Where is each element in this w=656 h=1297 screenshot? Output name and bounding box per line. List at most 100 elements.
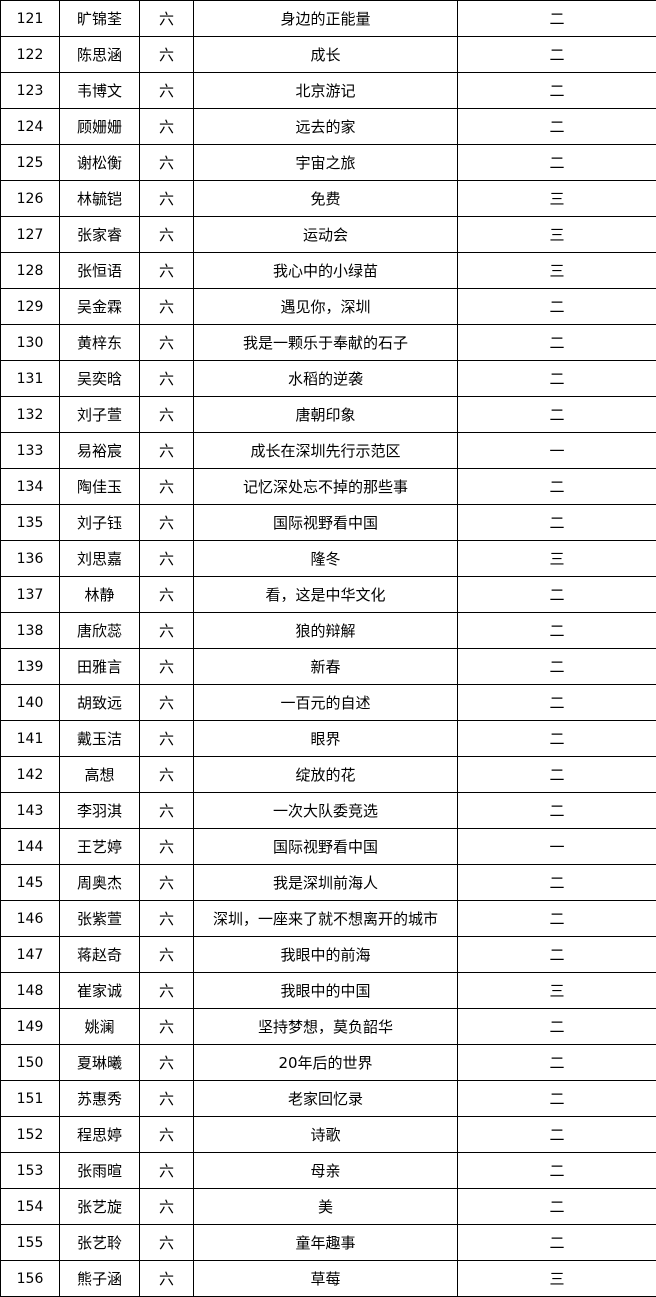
essay-title-cell: 国际视野看中国 [193,504,458,541]
row-number-cell: 140 [0,684,60,721]
essay-title-cell: 母亲 [193,1152,458,1189]
student-name-cell: 陈思涵 [59,36,140,73]
essay-title-cell: 我眼中的前海 [193,936,458,973]
table-row: 135 刘子钰六国际视野看中国二 [0,504,656,541]
grade-cell: 六 [139,828,194,865]
table-row: 144 王艺婷六国际视野看中国一 [0,828,656,865]
row-number-cell: 149 [0,1008,60,1045]
row-number-cell: 156 [0,1260,60,1297]
student-name-cell: 林毓铠 [59,180,140,217]
student-name-cell: 刘子钰 [59,504,140,541]
row-number-cell: 139 [0,648,60,685]
student-name-cell: 高想 [59,756,140,793]
award-level-cell: 二 [457,864,656,901]
essay-title-cell: 水稻的逆袭 [193,360,458,397]
essay-title-cell: 宇宙之旅 [193,144,458,181]
student-name-cell: 张艺旋 [59,1188,140,1225]
grade-cell: 六 [139,1188,194,1225]
award-level-cell: 二 [457,1224,656,1261]
row-number-cell: 123 [0,72,60,109]
award-level-cell: 二 [457,324,656,361]
grade-cell: 六 [139,360,194,397]
award-level-cell: 二 [457,612,656,649]
essay-title-cell: 唐朝印象 [193,396,458,433]
grade-cell: 六 [139,108,194,145]
award-level-cell: 二 [457,1080,656,1117]
award-level-cell: 三 [457,1260,656,1297]
grade-cell: 六 [139,36,194,73]
student-name-cell: 熊子涵 [59,1260,140,1297]
award-level-cell: 二 [457,1188,656,1225]
grade-cell: 六 [139,1116,194,1153]
student-name-cell: 崔家诚 [59,972,140,1009]
row-number-cell: 124 [0,108,60,145]
row-number-cell: 129 [0,288,60,325]
table-row: 124 顾姗姗六远去的家二 [0,108,656,145]
essay-title-cell: 遇见你，深圳 [193,288,458,325]
grade-cell: 六 [139,576,194,613]
row-number-cell: 132 [0,396,60,433]
table-row: 147 蒋赵奇六我眼中的前海二 [0,936,656,973]
award-level-cell: 二 [457,0,656,37]
student-name-cell: 姚澜 [59,1008,140,1045]
row-number-cell: 125 [0,144,60,181]
essay-title-cell: 20年后的世界 [193,1044,458,1081]
award-level-cell: 二 [457,1008,656,1045]
table-row: 151 苏惠秀六老家回忆录二 [0,1080,656,1117]
table-row: 156 熊子涵六草莓三 [0,1260,656,1297]
essay-title-cell: 绽放的花 [193,756,458,793]
row-number-cell: 135 [0,504,60,541]
grade-cell: 六 [139,648,194,685]
row-number-cell: 128 [0,252,60,289]
grade-cell: 六 [139,936,194,973]
table-row: 152 程思婷六诗歌二 [0,1116,656,1153]
grade-cell: 六 [139,864,194,901]
student-name-cell: 旷锦荃 [59,0,140,37]
essay-title-cell: 老家回忆录 [193,1080,458,1117]
row-number-cell: 122 [0,36,60,73]
table-row: 134 陶佳玉六记忆深处忘不掉的那些事二 [0,468,656,505]
grade-cell: 六 [139,720,194,757]
grade-cell: 六 [139,792,194,829]
row-number-cell: 142 [0,756,60,793]
student-name-cell: 苏惠秀 [59,1080,140,1117]
grade-cell: 六 [139,1224,194,1261]
row-number-cell: 146 [0,900,60,937]
row-number-cell: 151 [0,1080,60,1117]
grade-cell: 六 [139,288,194,325]
essay-title-cell: 狼的辩解 [193,612,458,649]
row-number-cell: 154 [0,1188,60,1225]
essay-title-cell: 诗歌 [193,1116,458,1153]
grade-cell: 六 [139,1080,194,1117]
student-name-cell: 谢松衡 [59,144,140,181]
student-name-cell: 蒋赵奇 [59,936,140,973]
row-number-cell: 127 [0,216,60,253]
award-level-cell: 一 [457,828,656,865]
essay-title-cell: 眼界 [193,720,458,757]
grade-cell: 六 [139,900,194,937]
table-row: 133 易裕宸六成长在深圳先行示范区一 [0,432,656,469]
essay-title-cell: 看，这是中华文化 [193,576,458,613]
student-name-cell: 夏琳曦 [59,1044,140,1081]
essay-title-cell: 深圳，一座来了就不想离开的城市 [193,900,458,937]
award-level-cell: 二 [457,504,656,541]
student-name-cell: 张家睿 [59,216,140,253]
table-row: 123 韦博文六北京游记二 [0,72,656,109]
table-row: 129 吴金霖六遇见你，深圳二 [0,288,656,325]
student-name-cell: 张紫萱 [59,900,140,937]
table-row: 150 夏琳曦六 20年后的世界二 [0,1044,656,1081]
grade-cell: 六 [139,0,194,37]
student-name-cell: 韦博文 [59,72,140,109]
row-number-cell: 153 [0,1152,60,1189]
row-number-cell: 145 [0,864,60,901]
table-row: 132 刘子萱六唐朝印象二 [0,396,656,433]
essay-title-cell: 国际视野看中国 [193,828,458,865]
row-number-cell: 137 [0,576,60,613]
award-level-cell: 二 [457,360,656,397]
row-number-cell: 147 [0,936,60,973]
grade-cell: 六 [139,324,194,361]
award-level-cell: 三 [457,540,656,577]
row-number-cell: 144 [0,828,60,865]
row-number-cell: 150 [0,1044,60,1081]
